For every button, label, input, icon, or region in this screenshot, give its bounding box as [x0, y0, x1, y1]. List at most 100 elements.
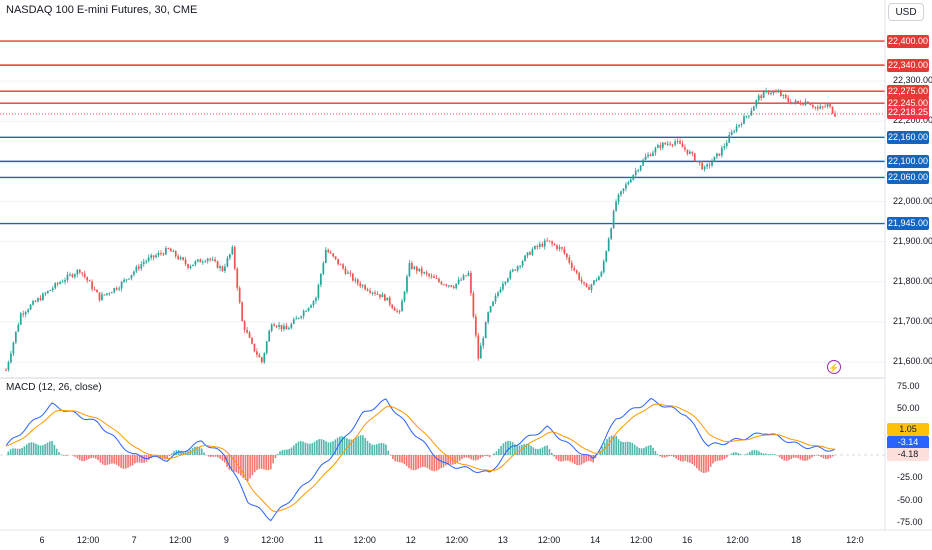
candle-body: [573, 267, 576, 271]
macd-histogram-bar: [369, 443, 371, 455]
macd-histogram-bar: [739, 454, 742, 455]
candle-body: [647, 154, 649, 157]
candle-body: [283, 325, 285, 330]
candle-body: [691, 151, 694, 154]
candle-body: [388, 297, 391, 305]
macd-histogram-bar: [95, 455, 97, 459]
macd-histogram-bar: [435, 455, 438, 471]
macd-histogram-bar: [638, 447, 641, 455]
macd-histogram-bar: [332, 441, 334, 455]
macd-histogram-bar: [785, 455, 788, 461]
macd-histogram-bar: [666, 455, 668, 457]
macd-histogram-bar: [223, 455, 226, 463]
price-tick-label: 21,700.00: [893, 315, 932, 326]
macd-histogram-bar: [696, 455, 698, 469]
candle-body: [51, 288, 54, 291]
macd-histogram-bar: [463, 455, 466, 458]
candle-body: [536, 245, 539, 247]
macd-histogram-bar: [23, 446, 26, 455]
macd-histogram-bar: [214, 455, 217, 457]
macd-histogram-bar: [827, 455, 829, 459]
macd-histogram-bar: [583, 455, 585, 464]
symbol-title[interactable]: NASDAQ 100 E-mini Futures, 30, CME: [6, 4, 198, 16]
candle-body: [260, 357, 263, 363]
candle-body: [634, 170, 637, 175]
candle-body: [661, 142, 664, 148]
macd-histogram-bar: [318, 439, 320, 455]
macd-indicator-label[interactable]: MACD (12, 26, close): [6, 382, 102, 393]
currency-button[interactable]: USD: [888, 3, 924, 21]
macd-histogram-bar: [622, 442, 624, 455]
macd-histogram-bar: [297, 441, 300, 455]
macd-histogram-bar: [497, 448, 500, 455]
macd-histogram-bar: [456, 455, 459, 463]
macd-histogram-bar: [373, 444, 376, 455]
macd-histogram-bar: [769, 454, 772, 455]
candle-body: [288, 328, 290, 330]
time-tick-label: 16: [682, 535, 693, 545]
candle-body: [420, 268, 423, 274]
macd-histogram-bar: [472, 455, 475, 461]
candle-body: [295, 318, 298, 320]
candle-body: [413, 266, 416, 269]
candle-body: [797, 100, 799, 103]
candle-body: [607, 238, 610, 252]
macd-histogram-bar: [233, 455, 235, 472]
candle-body: [725, 142, 728, 147]
macd-histogram-bar: [723, 455, 726, 460]
macd-histogram-bar: [274, 455, 277, 459]
candle-body: [329, 252, 332, 254]
candle-body: [101, 294, 103, 301]
candle-body: [263, 352, 266, 363]
macd-histogram-bar: [797, 455, 799, 459]
macd-histogram-bar: [442, 455, 445, 468]
candle-body: [438, 278, 440, 282]
candle-body: [376, 293, 379, 295]
candle-body: [113, 288, 116, 293]
macd-histogram-bar: [617, 439, 620, 455]
macd-histogram-bar: [42, 445, 44, 455]
candle-body: [470, 272, 472, 294]
candle-body: [679, 140, 681, 144]
macd-histogram-bar: [51, 441, 53, 455]
macd-histogram-bar: [403, 455, 406, 465]
macd-histogram-bar: [111, 455, 113, 464]
candle-body: [526, 252, 529, 256]
macd-histogram-bar: [348, 439, 350, 455]
candle-body: [784, 94, 787, 98]
signal-line: [5, 403, 836, 513]
macd-histogram-bar: [689, 455, 691, 463]
alert-bolt-icon[interactable]: ⚡: [827, 360, 841, 374]
macd-histogram-bar: [525, 443, 528, 455]
macd-histogram-bar: [251, 455, 254, 476]
candle-body: [22, 313, 25, 315]
macd-histogram-bar: [120, 455, 122, 468]
macd-histogram-bar: [341, 436, 344, 455]
macd-histogram-bar: [670, 455, 673, 457]
macd-histogram-bar: [279, 451, 281, 455]
macd-histogram-bar: [134, 455, 136, 464]
candle-body: [64, 280, 66, 282]
candle-body: [558, 247, 561, 249]
candle-body: [406, 276, 408, 292]
time-tick-label: 12:00: [169, 535, 192, 545]
horizontal-levels[interactable]: [0, 40, 885, 225]
macd-histogram-bar: [730, 453, 733, 455]
macd-histogram-bar: [679, 455, 682, 462]
macd-histogram-bar: [177, 450, 180, 455]
candle-body: [777, 91, 780, 93]
candle-body: [17, 324, 20, 332]
macd-histogram-bar: [203, 452, 205, 455]
macd-histogram-bar: [500, 445, 502, 455]
time-tick-label: 12:0: [846, 535, 864, 545]
candle-body: [588, 287, 590, 290]
candle-body: [155, 255, 157, 258]
macd-histogram-bar: [468, 455, 470, 459]
macd-histogram-bar: [486, 455, 489, 457]
macd-histogram-bar: [106, 455, 109, 465]
macd-histogram-bar: [419, 455, 422, 468]
macd-histogram-bar: [815, 455, 818, 456]
macd-histogram-bar: [212, 455, 215, 457]
candle-body: [135, 266, 138, 272]
